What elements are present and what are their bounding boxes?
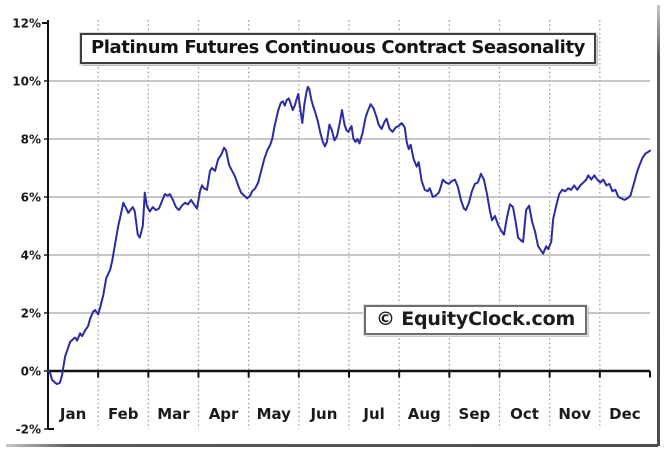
watermark-box: © EquityClock.com	[362, 304, 589, 336]
y-tick-label: 4%	[21, 249, 41, 263]
x-tick-label: Nov	[558, 405, 591, 423]
chart-title: Platinum Futures Continuous Contract Sea…	[91, 37, 585, 58]
axis-labels: 12% 10% 8% 6% 4% 2% 0% -2% Jan Feb Mar Apr May Jun Jul…	[12, 17, 640, 437]
x-tick-label: May	[257, 405, 292, 423]
y-tick-label: 2%	[21, 307, 41, 321]
seasonality-line	[47, 85, 651, 386]
x-tick-label: Jun	[309, 405, 337, 423]
x-tick-label: Dec	[609, 405, 641, 423]
y-tick-label: 10%	[12, 75, 41, 89]
image-border-bottom	[6, 444, 658, 447]
gridlines	[48, 20, 650, 429]
x-tick-label: Sep	[459, 405, 491, 423]
axes	[42, 20, 651, 430]
x-tick-label: Mar	[157, 405, 190, 423]
x-tick-label: Feb	[108, 405, 139, 423]
y-tick-label: 0%	[21, 365, 41, 379]
y-tick-label: 6%	[21, 191, 41, 205]
x-tick-label: Oct	[510, 405, 539, 423]
y-tick-label: 12%	[12, 17, 41, 31]
image-border-right	[657, 5, 660, 446]
x-tick-label: Jan	[59, 405, 86, 423]
chart-title-box: Platinum Futures Continuous Contract Sea…	[79, 32, 597, 65]
x-tick-label: Aug	[408, 405, 441, 423]
y-tick-label: 8%	[21, 133, 41, 147]
x-tick-label: Jul	[362, 405, 384, 423]
x-tick-label: Apr	[209, 405, 239, 423]
y-tick-label: -2%	[16, 423, 41, 437]
watermark-text: © EquityClock.com	[376, 308, 576, 330]
